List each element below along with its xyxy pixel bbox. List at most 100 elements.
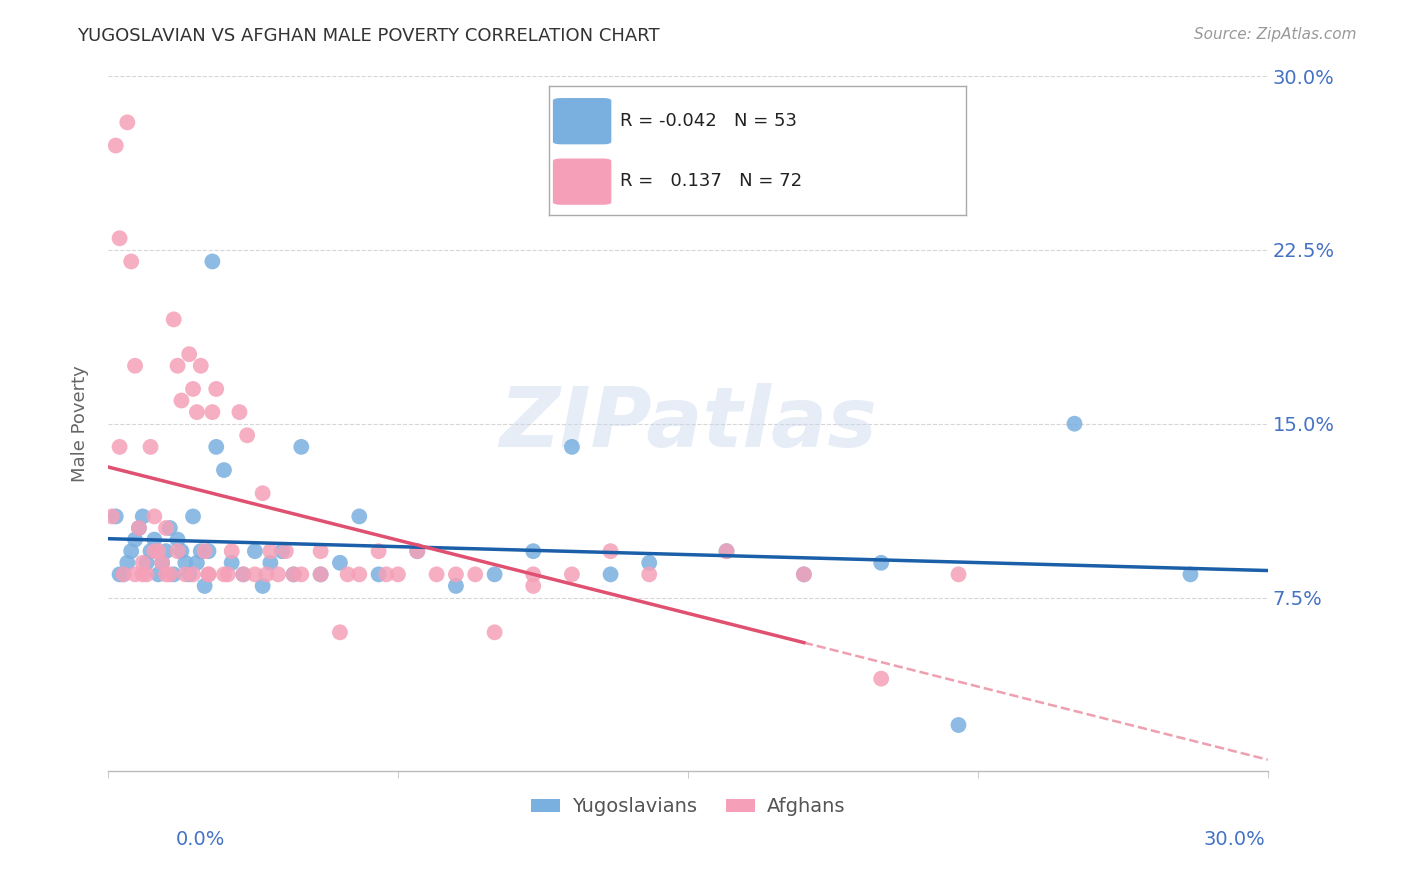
Point bbox=[599, 544, 621, 558]
Point bbox=[159, 567, 181, 582]
Point bbox=[406, 544, 429, 558]
Point bbox=[329, 556, 352, 570]
Text: Source: ZipAtlas.com: Source: ZipAtlas.com bbox=[1194, 27, 1357, 42]
Point bbox=[464, 567, 486, 582]
Point bbox=[870, 672, 893, 686]
Point bbox=[375, 567, 398, 582]
Point bbox=[120, 544, 142, 558]
Point bbox=[124, 567, 146, 582]
Point bbox=[179, 567, 201, 582]
Point bbox=[163, 567, 186, 582]
Point bbox=[221, 544, 243, 558]
Point bbox=[243, 567, 266, 582]
Point bbox=[201, 405, 224, 419]
Point bbox=[148, 544, 170, 558]
Point bbox=[349, 509, 371, 524]
Point bbox=[1063, 417, 1085, 431]
Point bbox=[793, 567, 815, 582]
Point bbox=[406, 544, 429, 558]
Point bbox=[444, 567, 467, 582]
Point bbox=[336, 567, 359, 582]
Point bbox=[252, 486, 274, 500]
Point bbox=[174, 556, 197, 570]
Point bbox=[170, 393, 193, 408]
Point bbox=[283, 567, 305, 582]
Point bbox=[638, 567, 661, 582]
Point bbox=[135, 567, 157, 582]
Point bbox=[108, 567, 131, 582]
Point bbox=[194, 579, 217, 593]
Point bbox=[150, 556, 173, 570]
Point bbox=[104, 138, 127, 153]
Point bbox=[426, 567, 449, 582]
Point bbox=[561, 567, 583, 582]
Point bbox=[190, 359, 212, 373]
Point bbox=[349, 567, 371, 582]
Point bbox=[367, 567, 389, 582]
Point bbox=[163, 312, 186, 326]
Point bbox=[117, 556, 139, 570]
Point bbox=[120, 254, 142, 268]
Text: ZIPatlas: ZIPatlas bbox=[499, 384, 877, 464]
Point bbox=[870, 556, 893, 570]
Point bbox=[124, 359, 146, 373]
Point bbox=[197, 544, 219, 558]
Point bbox=[387, 567, 409, 582]
Point bbox=[104, 509, 127, 524]
Point bbox=[522, 544, 544, 558]
Point bbox=[259, 556, 281, 570]
Point bbox=[290, 440, 312, 454]
Point bbox=[166, 533, 188, 547]
Point bbox=[174, 567, 197, 582]
Point bbox=[228, 405, 250, 419]
Point bbox=[1180, 567, 1202, 582]
Point bbox=[243, 544, 266, 558]
Point bbox=[259, 544, 281, 558]
Point bbox=[283, 567, 305, 582]
Point bbox=[522, 579, 544, 593]
Point bbox=[108, 231, 131, 245]
Point bbox=[150, 556, 173, 570]
Point bbox=[205, 382, 228, 396]
Text: YUGOSLAVIAN VS AFGHAN MALE POVERTY CORRELATION CHART: YUGOSLAVIAN VS AFGHAN MALE POVERTY CORRE… bbox=[77, 27, 659, 45]
Point bbox=[155, 567, 177, 582]
Point bbox=[197, 567, 219, 582]
Point bbox=[271, 544, 294, 558]
Point bbox=[166, 544, 188, 558]
Point bbox=[170, 544, 193, 558]
Point bbox=[205, 440, 228, 454]
Point bbox=[232, 567, 254, 582]
Point bbox=[181, 567, 204, 582]
Point bbox=[309, 567, 332, 582]
Point bbox=[367, 544, 389, 558]
Point bbox=[256, 567, 278, 582]
Point bbox=[181, 382, 204, 396]
Point bbox=[522, 567, 544, 582]
Point bbox=[132, 556, 155, 570]
Point bbox=[148, 567, 170, 582]
Point bbox=[716, 544, 738, 558]
Point bbox=[201, 254, 224, 268]
Point bbox=[124, 533, 146, 547]
Point bbox=[143, 509, 166, 524]
Point bbox=[112, 567, 135, 582]
Point bbox=[309, 544, 332, 558]
Point bbox=[252, 579, 274, 593]
Legend: Yugoslavians, Afghans: Yugoslavians, Afghans bbox=[523, 789, 853, 824]
Point bbox=[128, 521, 150, 535]
Point bbox=[212, 463, 235, 477]
Point bbox=[143, 544, 166, 558]
Point bbox=[197, 567, 219, 582]
Point bbox=[155, 544, 177, 558]
Point bbox=[112, 567, 135, 582]
Point bbox=[329, 625, 352, 640]
Point bbox=[948, 567, 970, 582]
Point bbox=[274, 544, 297, 558]
Point bbox=[101, 509, 124, 524]
Point bbox=[561, 440, 583, 454]
Point bbox=[139, 440, 162, 454]
Point bbox=[181, 509, 204, 524]
Point bbox=[793, 567, 815, 582]
Point bbox=[309, 567, 332, 582]
Point bbox=[236, 428, 259, 442]
